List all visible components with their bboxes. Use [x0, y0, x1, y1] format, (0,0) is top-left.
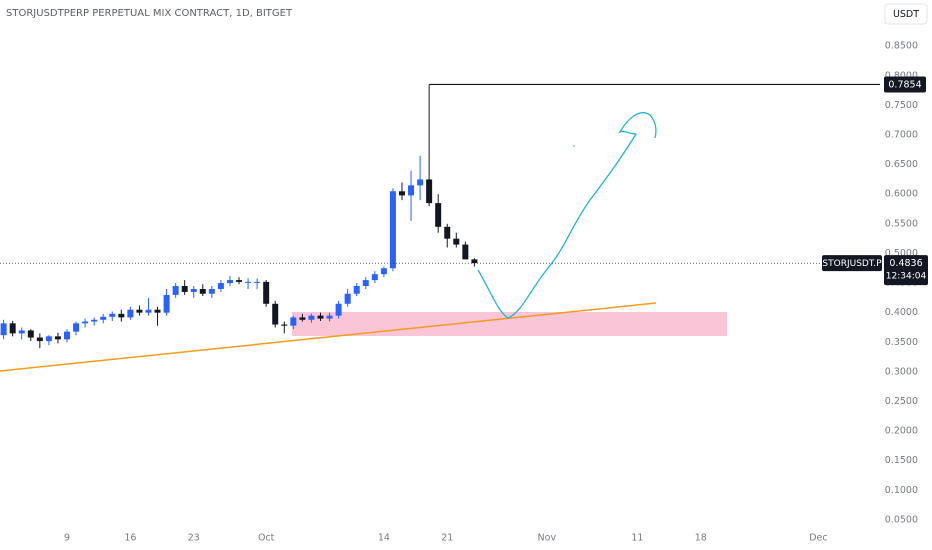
- x-tick-label: Oct: [258, 533, 275, 544]
- candle-body: [263, 281, 270, 304]
- candle-body: [290, 317, 297, 326]
- candle-body: [199, 288, 206, 294]
- trend-line: [0, 302, 657, 372]
- y-tick-label: 0.6000: [885, 189, 918, 200]
- candle-body: [408, 185, 415, 196]
- candle-body: [362, 280, 369, 287]
- candle-body: [335, 303, 342, 316]
- candle-body: [0, 323, 7, 336]
- demand-zone: [292, 312, 727, 336]
- candle-body: [308, 315, 315, 320]
- candle-body: [353, 286, 360, 294]
- x-tick-label: Dec: [809, 533, 827, 544]
- candle-body: [154, 309, 161, 313]
- candle-body: [245, 281, 252, 283]
- symbol-label: STORJUSDT.P: [822, 259, 882, 269]
- candle-body: [462, 244, 469, 260]
- candle-body: [389, 191, 396, 269]
- symbol-box: [822, 255, 882, 272]
- candle-body: [63, 331, 70, 340]
- candle-body: [54, 336, 61, 340]
- candle-body: [27, 330, 34, 338]
- candle-body: [163, 294, 170, 313]
- candle-body: [118, 313, 125, 318]
- x-tick-label: 9: [64, 533, 70, 544]
- candle-body: [453, 238, 460, 245]
- candle-body: [326, 315, 333, 319]
- chart-title: STORJUSDTPERP PERPETUAL MIX CONTRACT, 1D…: [6, 8, 293, 19]
- y-tick-label: 0.2000: [885, 426, 918, 437]
- currency-button[interactable]: [884, 3, 928, 25]
- x-tick-label: 18: [695, 533, 707, 544]
- candle-body: [226, 280, 233, 284]
- y-tick-label: 0.7000: [885, 130, 918, 141]
- candle-body: [45, 336, 52, 342]
- x-tick-label: 11: [631, 533, 643, 544]
- candle-body: [190, 288, 197, 292]
- candle-body: [254, 281, 261, 283]
- candle-body: [109, 313, 116, 317]
- candle-body: [435, 203, 442, 227]
- candle-body: [136, 309, 143, 313]
- candle-body: [100, 316, 107, 320]
- candle-body: [380, 268, 387, 275]
- y-tick-label: 0.5000: [885, 248, 918, 259]
- y-tick-label: 0.6500: [885, 159, 918, 170]
- y-tick-label: 0.0500: [885, 514, 918, 525]
- candle-body: [471, 259, 478, 264]
- high-label-box: [884, 76, 926, 93]
- y-tick-label: 0.3500: [885, 337, 918, 348]
- candle-body: [272, 303, 279, 325]
- candle-body: [217, 283, 224, 289]
- x-tick-label: 16: [124, 533, 136, 544]
- x-tick-label: 23: [188, 533, 200, 544]
- candle-body: [18, 330, 25, 334]
- candle-body: [344, 293, 351, 304]
- y-tick-label: 0.1500: [885, 455, 918, 466]
- candle-body: [371, 274, 378, 281]
- candle-body: [181, 286, 188, 292]
- candle-body: [299, 317, 306, 320]
- y-tick-label: 0.7500: [885, 100, 918, 111]
- candle-body: [208, 288, 215, 294]
- price-label: 0.4836: [889, 258, 922, 269]
- y-tick-label: 0.5500: [885, 218, 918, 229]
- x-tick-label: Nov: [538, 533, 557, 544]
- candle-body: [9, 323, 16, 334]
- candle-body: [417, 179, 424, 186]
- projection-drawing: [477, 112, 657, 319]
- candle-body: [426, 179, 433, 204]
- y-tick-label: 0.8000: [885, 70, 918, 81]
- candle-body: [145, 309, 152, 313]
- candle-body: [281, 324, 288, 326]
- high-label: 0.7854: [888, 79, 921, 90]
- candle-body: [236, 280, 243, 282]
- y-tick-label: 0.3000: [885, 366, 918, 377]
- candle-body: [444, 226, 451, 239]
- candle-body: [91, 319, 98, 322]
- candle-body: [73, 323, 80, 332]
- price-box: [884, 255, 928, 286]
- candle-body: [172, 286, 179, 295]
- x-tick-label: 14: [378, 533, 390, 544]
- x-tick-label: 21: [441, 533, 453, 544]
- y-tick-label: 0.8500: [885, 41, 918, 52]
- y-tick-label: 0.2500: [885, 396, 918, 407]
- drawing-dot: [573, 145, 575, 147]
- y-tick-label: 0.4000: [885, 307, 918, 318]
- candle-body: [82, 321, 89, 324]
- candle-body: [398, 191, 405, 196]
- candle-body: [36, 337, 43, 342]
- currency-label: USDT: [893, 9, 919, 20]
- candle-body: [127, 309, 134, 318]
- countdown-label: 12:34:04: [886, 272, 927, 282]
- y-tick-label: 0.1000: [885, 485, 918, 496]
- candle-body: [317, 315, 324, 319]
